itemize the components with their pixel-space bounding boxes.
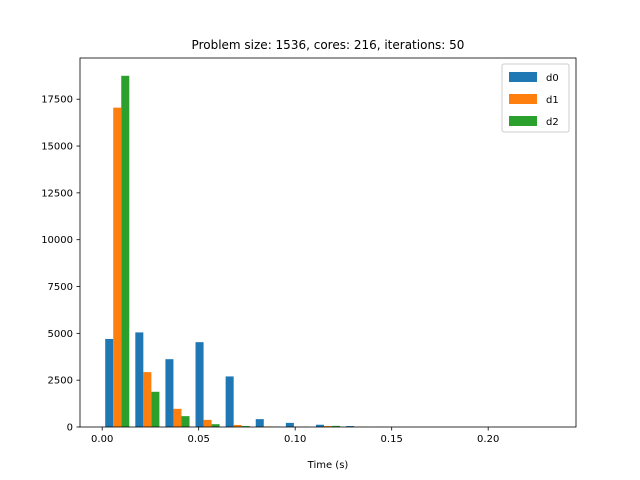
y-axis-ticks: 0 2500 5000 7500 10000 12500 15000 17500 <box>41 95 80 434</box>
bar-d0-bin-0 <box>105 338 114 427</box>
bar-d1-bin-4 <box>233 424 242 427</box>
bar-d2-bin-2 <box>181 416 190 427</box>
legend-swatch-d0 <box>509 72 537 82</box>
x-axis-ticks: 0.00 0.05 0.10 0.15 0.20 <box>91 427 499 445</box>
bar-d0-bin-2 <box>165 359 174 427</box>
bar-d1-bin-1 <box>143 372 152 427</box>
bar-d2-bin-1 <box>151 391 160 427</box>
y-tick-label: 2500 <box>48 376 73 387</box>
plot-frame <box>79 57 577 428</box>
y-tick-label: 10000 <box>41 235 73 246</box>
bar-d2-bin-0 <box>121 75 130 427</box>
x-tick-label: 0.20 <box>477 434 499 445</box>
bar-d1-bin-0 <box>113 107 122 427</box>
y-tick-label: 5000 <box>48 329 73 340</box>
bar-d0-bin-8 <box>346 426 355 427</box>
y-tick-label: 17500 <box>41 95 73 106</box>
bar-d0-bin-4 <box>225 376 234 427</box>
y-tick-label: 15000 <box>41 142 73 153</box>
chart-title: Problem size: 1536, cores: 216, iteratio… <box>192 38 465 52</box>
bar-d0-bin-7 <box>315 424 324 427</box>
bar-d1-bin-7 <box>323 426 333 427</box>
y-tick-label: 0 <box>67 423 73 434</box>
x-axis-label: Time (s) <box>307 460 349 471</box>
x-tick-label: 0.05 <box>188 434 210 445</box>
bar-d2-bin-7 <box>332 425 341 427</box>
legend-swatch-d2 <box>509 116 537 126</box>
x-tick-label: 0.00 <box>91 434 113 445</box>
bar-d2-bin-3 <box>211 424 220 427</box>
bar-d0-bin-6 <box>285 422 294 427</box>
bar-d1-bin-2 <box>173 408 182 427</box>
legend-label-d0: d0 <box>546 73 559 84</box>
legend: d0 d1 d2 <box>501 63 570 133</box>
legend-label-d2: d2 <box>546 117 559 128</box>
y-tick-label: 12500 <box>41 188 73 199</box>
bar-d0-bin-3 <box>195 342 204 427</box>
legend-swatch-d1 <box>509 94 537 104</box>
y-tick-label: 7500 <box>48 282 73 293</box>
bar-d0-bin-5 <box>255 419 264 427</box>
bar-d2-bin-4 <box>241 426 250 427</box>
x-tick-label: 0.15 <box>381 434 403 445</box>
x-tick-label: 0.10 <box>284 434 306 445</box>
legend-label-d1: d1 <box>546 95 559 106</box>
bars-group <box>105 75 535 427</box>
bar-d0-bin-1 <box>135 332 144 427</box>
bar-d1-bin-3 <box>203 419 212 427</box>
